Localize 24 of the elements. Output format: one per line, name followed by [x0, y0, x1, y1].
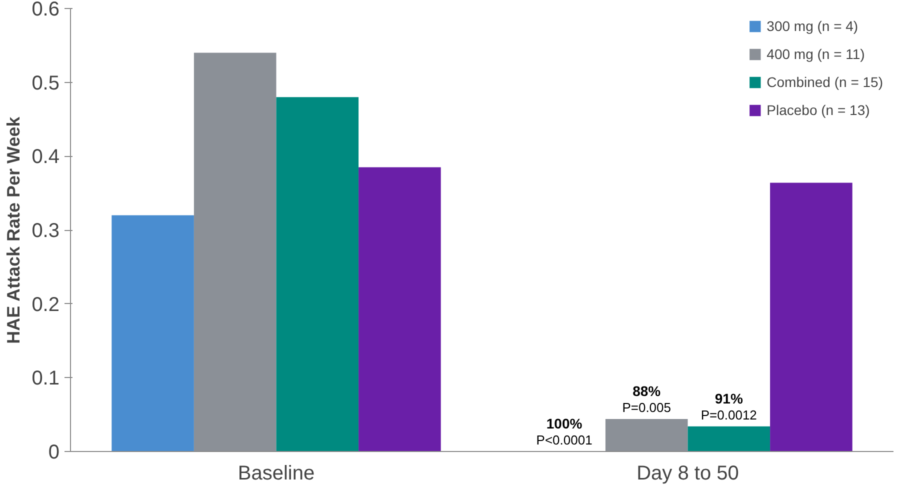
y-tick-label: 0.1 — [32, 368, 60, 390]
bar — [605, 419, 688, 452]
annotation: 88% P=0.005 — [622, 383, 671, 416]
legend-label: Combined (n = 15) — [766, 74, 883, 90]
y-tick-label: 0 — [48, 442, 60, 464]
y-tick-label: 0.5 — [32, 72, 60, 94]
bar — [358, 167, 441, 452]
legend-label: 400 mg (n = 11) — [766, 46, 865, 62]
annotation: 100% P<0.0001 — [536, 416, 592, 448]
x-tick-label: Baseline — [238, 462, 315, 484]
y-tick-label: 0.4 — [32, 146, 60, 168]
bar — [112, 215, 194, 452]
y-tick-label: 0.3 — [32, 220, 60, 242]
bar — [770, 182, 852, 452]
y-tick-label: 0.2 — [32, 294, 60, 316]
bar — [688, 426, 770, 452]
x-tick-label: Day 8 to 50 — [636, 462, 739, 484]
legend-label: 300 mg (n = 4) — [766, 18, 858, 34]
annotation: 91% P=0.0012 — [700, 390, 757, 422]
legend-label: Placebo (n = 13) — [766, 102, 870, 118]
bar — [276, 97, 359, 452]
y-axis-title: HAE Attack Rate Per Week — [4, 116, 24, 344]
bar — [194, 52, 276, 452]
y-tick-label: 0.6 — [32, 0, 60, 20]
